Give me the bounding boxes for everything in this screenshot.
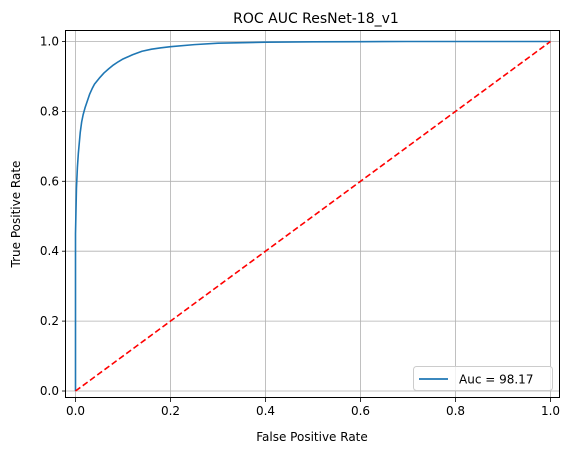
plot-frame bbox=[65, 30, 560, 398]
chance-diagonal-line bbox=[75, 40, 551, 392]
x-tick-label: 1.0 bbox=[541, 404, 560, 418]
legend-label: Auc = 98.17 bbox=[459, 373, 533, 387]
y-tick-label: 0.4 bbox=[40, 244, 59, 258]
x-tick-label: 0.0 bbox=[66, 404, 85, 418]
ticks-layer: 0.0 0.2 0.4 0.6 0.8 1.0 0.0 0.2 0.4 0.6 0.8 1.0 bbox=[40, 34, 560, 418]
x-tick-label: 0.6 bbox=[351, 404, 370, 418]
y-tick-label: 0.2 bbox=[40, 314, 59, 328]
x-axis-label: False Positive Rate bbox=[256, 430, 368, 444]
legend: Auc = 98.17 bbox=[413, 366, 553, 391]
y-tick-label: 0.8 bbox=[40, 104, 59, 118]
y-axis-label: True Positive Rate bbox=[9, 161, 23, 269]
grid-layer bbox=[66, 31, 560, 398]
series-layer bbox=[74, 40, 551, 392]
y-tick-label: 0.6 bbox=[40, 174, 59, 188]
roc-curve-line bbox=[74, 40, 551, 392]
x-tick-label: 0.4 bbox=[256, 404, 275, 418]
y-tick-label: 0.0 bbox=[40, 384, 59, 398]
x-tick-label: 0.2 bbox=[161, 404, 180, 418]
y-tick-label: 1.0 bbox=[40, 34, 59, 48]
legend-box bbox=[413, 366, 553, 391]
chart-title: ROC AUC ResNet-18_v1 bbox=[233, 11, 399, 27]
x-tick-label: 0.8 bbox=[446, 404, 465, 418]
